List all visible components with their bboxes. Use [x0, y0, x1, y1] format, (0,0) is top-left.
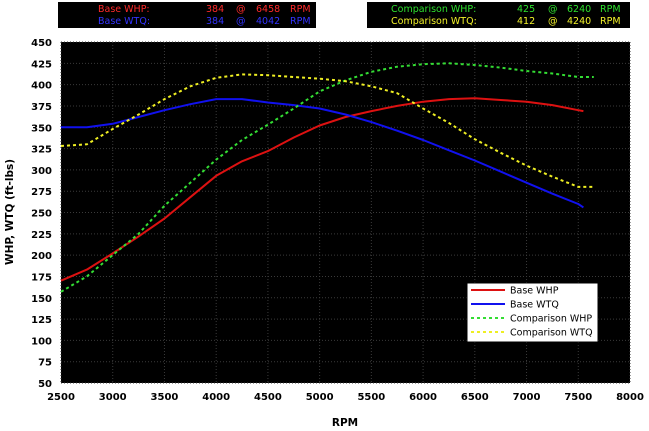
x-tick-label: 8000 — [616, 392, 644, 403]
comparison-whp-peak-unit: RPM — [600, 4, 621, 15]
y-tick-label: 125 — [31, 315, 52, 326]
legend: Base WHP Base WTQ Comparison WHP Comparison… — [466, 282, 599, 343]
x-tick-label: 5000 — [306, 392, 334, 403]
legend-label-base-wtq: Base WTQ — [510, 300, 559, 311]
x-tick-label: 6500 — [461, 392, 489, 403]
y-tick-label: 450 — [31, 38, 52, 49]
series-line-base-whp — [60, 97, 584, 282]
series-layer — [60, 62, 594, 293]
base-whp-peak-rpm: 6458 — [256, 4, 281, 15]
y-tick-label: 75 — [38, 358, 52, 369]
y-tick-label: 425 — [31, 59, 52, 70]
x-tick-labels: 2500 3000 3500 4000 4500 5000 5500 6000 6500 7000… — [47, 392, 644, 403]
y-tick-label: 100 — [31, 336, 52, 347]
y-tick-label: 250 — [31, 209, 52, 220]
comparison-wtq-peak-row: Comparison WTQ: 412 @ 4240 RPM — [367, 16, 630, 28]
base-wtq-peak-unit: RPM — [290, 16, 311, 27]
series-line-comparison-whp — [60, 62, 594, 293]
y-tick-label: 150 — [31, 294, 52, 305]
x-tick-label: 3500 — [151, 392, 179, 403]
base-whp-peak-unit: RPM — [290, 4, 311, 15]
comparison-wtq-peak-at: @ — [548, 16, 558, 27]
base-wtq-peak-at: @ — [236, 16, 246, 27]
comparison-wtq-peak-unit: RPM — [600, 16, 621, 27]
y-tick-label: 350 — [31, 123, 52, 134]
legend-label-comparison-whp: Comparison WHP — [510, 314, 592, 325]
comparison-whp-peak-rpm: 6240 — [567, 4, 592, 15]
x-tick-label: 7000 — [513, 392, 541, 403]
y-tick-label: 200 — [31, 251, 52, 262]
legend-box — [466, 282, 599, 343]
comparison-wtq-peak-value: 412 — [517, 16, 536, 27]
y-tick-label: 175 — [31, 272, 52, 283]
base-wtq-peak-row: Base WTQ: 384 @ 4042 RPM — [58, 16, 316, 28]
legend-label-comparison-wtq: Comparison WTQ — [510, 328, 593, 339]
comparison-wtq-peak-label: Comparison WTQ: — [391, 16, 477, 27]
base-wtq-peak-label: Base WTQ: — [98, 16, 151, 27]
base-peaks-box: Base WHP: 384 @ 6458 RPM Base WTQ: 384 @… — [58, 2, 316, 28]
base-wtq-peak-value: 384 — [206, 16, 225, 27]
comparison-whp-peak-value: 425 — [517, 4, 536, 15]
series-line-comparison-wtq — [60, 73, 594, 188]
comparison-wtq-peak-rpm: 4240 — [567, 16, 592, 27]
y-axis-label: WHP, WTQ (ft-lbs) — [4, 159, 16, 265]
comparison-whp-peak-row: Comparison WHP: 425 @ 6240 RPM — [367, 4, 630, 16]
x-tick-label: 5500 — [357, 392, 385, 403]
comparison-peaks-box: Comparison WHP: 425 @ 6240 RPM Compariso… — [367, 2, 630, 28]
x-tick-label: 4500 — [254, 392, 282, 403]
base-whp-peak-value: 384 — [206, 4, 225, 15]
x-tick-label: 2500 — [47, 392, 75, 403]
series-line-base-wtq — [61, 98, 584, 209]
y-tick-label: 275 — [31, 187, 52, 198]
base-wtq-peak-rpm: 4042 — [256, 16, 281, 27]
y-tick-label: 325 — [31, 145, 52, 156]
base-whp-peak-label: Base WHP: — [98, 4, 150, 15]
y-tick-labels: 50 75 100 125 150 175 200 225 250 275 300 325 350 375… — [31, 38, 52, 390]
y-tick-label: 50 — [38, 379, 52, 390]
y-tick-label: 400 — [31, 81, 52, 92]
y-tick-label: 300 — [31, 166, 52, 177]
base-whp-peak-row: Base WHP: 384 @ 6458 RPM — [58, 4, 316, 16]
y-tick-label: 225 — [31, 230, 52, 241]
legend-label-base-whp: Base WHP — [510, 286, 559, 297]
comparison-whp-peak-at: @ — [548, 4, 558, 15]
x-tick-label: 3000 — [99, 392, 127, 403]
y-tick-label: 375 — [31, 102, 52, 113]
x-tick-label: 4000 — [202, 392, 230, 403]
x-tick-label: 6000 — [409, 392, 437, 403]
comparison-whp-peak-label: Comparison WHP: — [391, 4, 477, 15]
x-tick-label: 7500 — [564, 392, 592, 403]
base-whp-peak-at: @ — [236, 4, 246, 15]
x-axis-label: RPM — [332, 417, 358, 429]
